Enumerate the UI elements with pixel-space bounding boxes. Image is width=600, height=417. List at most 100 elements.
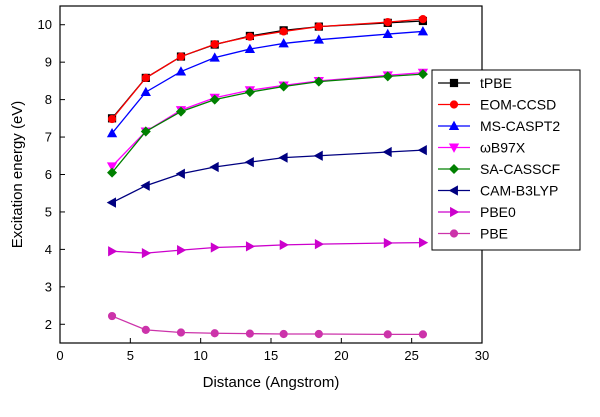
series-ms-caspt2 bbox=[106, 26, 429, 138]
series-pbe0 bbox=[108, 237, 429, 259]
legend-label: PBE0 bbox=[480, 204, 516, 220]
legend-label: CAM-B3LYP bbox=[480, 183, 558, 199]
data-point bbox=[141, 325, 150, 334]
x-tick-label: 30 bbox=[475, 348, 489, 363]
data-point bbox=[210, 40, 219, 49]
data-point bbox=[210, 329, 219, 338]
y-tick-label: 6 bbox=[45, 167, 52, 182]
data-point bbox=[175, 168, 185, 179]
y-tick-label: 8 bbox=[45, 92, 52, 107]
legend-marker bbox=[450, 206, 460, 218]
data-point bbox=[140, 126, 151, 137]
y-tick-label: 3 bbox=[45, 279, 52, 294]
legend-label: MS-CASPT2 bbox=[480, 118, 560, 134]
data-point bbox=[313, 34, 324, 44]
x-tick-label: 15 bbox=[264, 348, 278, 363]
series-line bbox=[111, 18, 423, 120]
legend-label: tPBE bbox=[480, 75, 512, 91]
axes bbox=[59, 5, 483, 344]
x-tick-label: 5 bbox=[127, 348, 134, 363]
legend-label: EOM-CCSD bbox=[480, 97, 556, 113]
legend-marker bbox=[449, 100, 459, 109]
data-point bbox=[313, 150, 323, 161]
data-point bbox=[278, 38, 289, 48]
legend-item-ms-caspt2: MS-CASPT2 bbox=[438, 118, 560, 134]
legend-marker bbox=[449, 229, 459, 238]
y-tick-label: 2 bbox=[45, 317, 52, 332]
legend-item-sa-casscf: SA-CASSCF bbox=[438, 161, 560, 177]
series-group bbox=[106, 15, 429, 339]
legend-item-pbe0: PBE0 bbox=[438, 204, 516, 220]
legend-marker bbox=[448, 163, 460, 175]
series-eom-ccsd bbox=[107, 15, 428, 124]
legend-item-tpbe: tPBE bbox=[438, 75, 512, 91]
data-point bbox=[278, 152, 288, 163]
data-point bbox=[210, 242, 221, 253]
y-axis-title: Excitation energy (eV) bbox=[9, 101, 26, 249]
legend-marker bbox=[449, 78, 459, 88]
legend-item-cam-b3lyp: CAM-B3LYP bbox=[438, 183, 558, 199]
series--b97x bbox=[106, 68, 429, 172]
x-axis-title: Distance (Angstrom) bbox=[203, 374, 340, 391]
legend-label: SA-CASSCF bbox=[480, 161, 560, 177]
data-point bbox=[314, 22, 323, 31]
x-tick-label: 20 bbox=[334, 348, 348, 363]
series-line bbox=[111, 30, 423, 134]
x-tick-label: 0 bbox=[56, 348, 63, 363]
data-point bbox=[209, 52, 220, 62]
data-point bbox=[108, 246, 118, 257]
data-point bbox=[279, 27, 288, 36]
data-point bbox=[279, 239, 289, 251]
y-tick-label: 4 bbox=[45, 242, 52, 257]
legend: tPBE EOM-CCSD MS-CASPT2 ωB97X SA-CASSCF CAM-B… bbox=[431, 69, 581, 251]
data-point bbox=[382, 146, 392, 158]
data-point bbox=[417, 69, 428, 80]
data-point bbox=[418, 237, 429, 248]
series-cam-b3lyp bbox=[106, 145, 427, 208]
y-tick-label: 10 bbox=[38, 17, 52, 32]
data-point bbox=[244, 43, 256, 54]
data-point bbox=[107, 114, 117, 124]
series-pbe bbox=[107, 311, 428, 339]
data-point bbox=[244, 156, 254, 168]
data-point bbox=[314, 238, 325, 250]
data-point bbox=[175, 106, 186, 117]
data-point bbox=[279, 329, 288, 339]
data-point bbox=[177, 244, 187, 256]
data-point bbox=[140, 180, 150, 191]
data-point bbox=[278, 81, 289, 92]
data-point bbox=[175, 66, 187, 76]
data-point bbox=[314, 329, 323, 339]
data-point bbox=[418, 15, 428, 24]
legend-item-eom-ccsd: EOM-CCSD bbox=[438, 97, 556, 113]
data-point bbox=[383, 237, 394, 249]
data-point bbox=[245, 241, 256, 252]
series-tpbe bbox=[107, 16, 428, 123]
data-point bbox=[106, 197, 116, 208]
data-point bbox=[244, 87, 255, 98]
data-point bbox=[209, 161, 219, 173]
data-point bbox=[141, 73, 150, 82]
data-point bbox=[176, 328, 186, 337]
data-point bbox=[383, 330, 392, 339]
legend-item--b97x: ωB97X bbox=[438, 140, 526, 156]
data-point bbox=[141, 247, 152, 259]
x-tick-label: 25 bbox=[404, 348, 418, 363]
data-point bbox=[382, 71, 393, 82]
data-point bbox=[107, 311, 117, 321]
data-point bbox=[313, 76, 324, 87]
data-point bbox=[383, 18, 392, 27]
ticks: 0 5 10 15 20 25 30 2 3 4 5 6 7 8 9 10 bbox=[38, 17, 490, 363]
series-line bbox=[112, 242, 423, 254]
data-point bbox=[245, 329, 254, 338]
data-point bbox=[106, 127, 118, 138]
data-point bbox=[417, 145, 427, 156]
legend-item-pbe: PBE bbox=[438, 226, 508, 242]
data-point bbox=[418, 330, 428, 339]
legend-marker bbox=[448, 120, 460, 130]
legend-box bbox=[431, 69, 581, 251]
data-point bbox=[140, 86, 151, 97]
data-point bbox=[209, 94, 220, 105]
series-line bbox=[111, 315, 423, 336]
